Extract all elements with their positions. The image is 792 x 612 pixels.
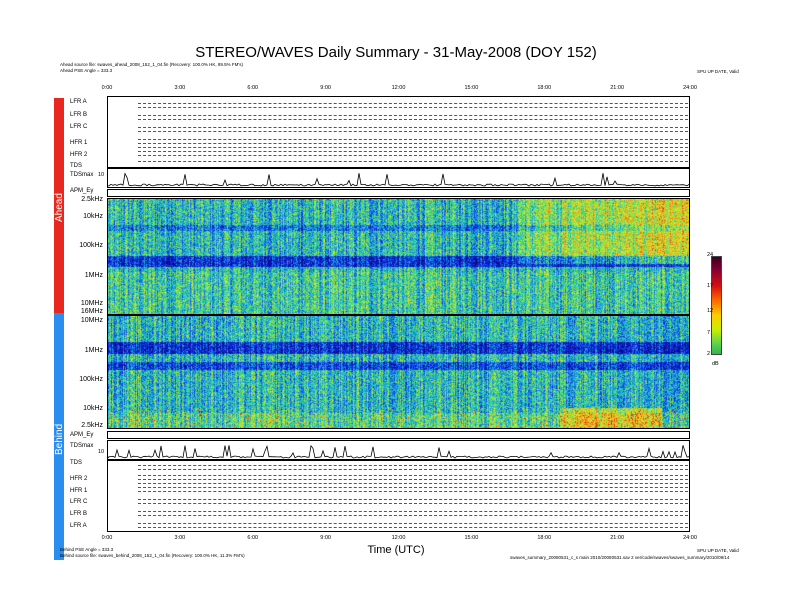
behind-row-hfr-2: HFR 2 [70,476,88,482]
bottom-right-file: swaves_summary_20080531_c_s main 2010/20… [510,555,730,560]
x-tick-label: 0:00 [101,85,113,91]
top-right-note: SPU UP DATE, Valid [697,69,739,74]
behind-instrument-strip [107,460,690,532]
ahead-tdsmax-panel [107,168,690,188]
ahead-source-file: Ahead source file: swaves_ahead_2008_152… [60,62,243,67]
colorbar [711,256,722,355]
x-tick-label: 24:00 [683,535,697,541]
behind-tdsmax-trace [107,444,690,459]
colorbar-tick-24: 24 [707,252,714,258]
behind-side-bar: Behind [54,313,65,560]
x-tick-label: 3:00 [174,85,186,91]
ahead-apm-panel [107,189,690,197]
ahead-row-lfr-a: LFR A [70,99,87,105]
behind-tdsmax-tick: 10 [98,449,105,455]
x-tick-label: 21:00 [610,85,625,91]
x-tick-label: 0:00 [101,535,113,541]
behind-row-lfr-b: LFR B [70,511,88,517]
behind-spectrogram-canvas [108,316,689,428]
behind-row-tds: TDS [70,460,82,466]
ahead-tdsmax-trace [107,172,690,187]
ahead-row-hfr-2: HFR 2 [70,152,88,158]
ahead-instrument-strip [107,96,690,168]
colorbar-tick-12: 12 [707,308,714,314]
behind-row-lfr-a: LFR A [70,523,87,529]
behind-source-file: Behind source file: swaves_behind_2008_1… [60,553,245,558]
ahead-row-tds: TDS [70,163,82,169]
colorbar-tick-7: 7 [707,330,711,336]
behind-row-lfr-c: LFR C [70,499,88,505]
x-tick-label: 24:00 [683,85,697,91]
behind-freq-10khz: 10kHz [83,405,103,412]
x-tick-label: 9:00 [320,85,331,91]
x-tick-label: 15:00 [464,535,479,541]
ahead-freq-10khz: 10kHz [83,213,103,220]
ahead-freq-1mhz: 1MHz [84,272,103,279]
bottom-right-note: SPU UP DATE, Valid [697,548,739,553]
ahead-row-hfr-1: HFR 1 [70,140,88,146]
behind-freq-2-5khz: 2.5kHz [81,422,103,429]
behind-apm-panel [107,431,690,439]
behind-freq-10mhz: 10MHz [80,317,103,324]
ahead-spectrogram-canvas [108,199,689,314]
ahead-row-lfr-b: LFR B [70,112,88,118]
x-tick-label: 15:00 [464,85,479,91]
x-axis-label: Time (UTC) [367,544,425,556]
ahead-row-tdsmax: TDSmax [70,172,94,178]
behind-tdsmax-panel [107,440,690,460]
ahead-row-lfr-c: LFR C [70,124,88,130]
colorbar-tick-17: 17 [707,283,714,289]
ahead-pse-angle: Ahead PSE Angle = 333.3 [60,68,113,73]
ahead-freq-10mhz: 10MHz [80,300,103,307]
x-tick-label: 12:00 [391,85,406,91]
behind-freq-100khz: 100kHz [79,376,103,383]
colorbar-tick-2: 2 [707,351,711,357]
behind-row-tdsmax: TDSmax [70,443,94,449]
behind-pse-angle: Behind PSE Angle = 333.3 [60,547,114,552]
behind-row-apm-ey: APM_Ey [70,432,94,438]
x-tick-label: 18:00 [537,535,552,541]
x-tick-label: 9:00 [320,535,331,541]
ahead-freq-2-5khz: 2.5kHz [81,196,103,203]
x-tick-label: 18:00 [537,85,552,91]
x-tick-label: 6:00 [247,535,259,541]
colorbar-unit: dB [712,361,719,367]
behind-spectrogram [107,315,690,429]
x-tick-label: 3:00 [174,535,186,541]
behind-freq-16mhz: 16MHz [80,308,103,315]
chart-title: STEREO/WAVES Daily Summary - 31-May-2008… [195,44,597,61]
ahead-tdsmax-tick: 10 [98,172,105,178]
ahead-side-bar: Ahead [54,98,65,313]
ahead-spectrogram [107,198,690,315]
ahead-freq-100khz: 100kHz [79,242,103,249]
x-tick-label: 21:00 [610,535,625,541]
ahead-row-apm-ey: APM_Ey [70,188,94,194]
x-tick-label: 12:00 [391,535,406,541]
x-tick-label: 6:00 [247,85,259,91]
behind-row-hfr-1: HFR 1 [70,488,88,494]
behind-freq-1mhz: 1MHz [84,347,103,354]
